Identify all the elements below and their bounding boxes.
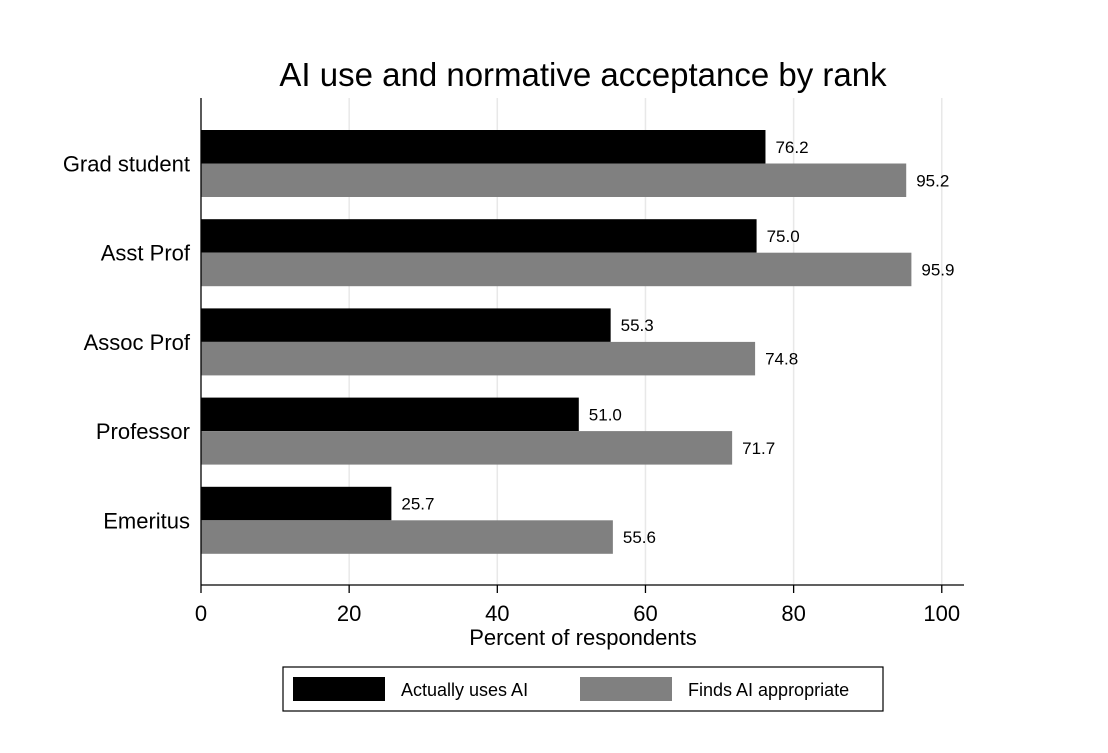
bar-professor-finds-ai-appropriate bbox=[201, 431, 733, 465]
data-label-emeritus-actually-uses-ai: 25.7 bbox=[401, 495, 434, 514]
data-label-emeritus-finds-ai-appropriate: 55.6 bbox=[623, 528, 656, 547]
y-tick-label-emeritus: Emeritus bbox=[103, 508, 190, 533]
x-tick-label-20: 20 bbox=[337, 601, 361, 626]
data-label-assoc-prof-finds-ai-appropriate: 74.8 bbox=[765, 350, 798, 369]
bar-asst-prof-finds-ai-appropriate bbox=[201, 252, 912, 287]
legend: Actually uses AI Finds AI appropriate bbox=[282, 666, 884, 712]
data-label-asst-prof-finds-ai-appropriate: 95.9 bbox=[921, 260, 954, 279]
bar-asst-prof-actually-uses-ai bbox=[201, 219, 757, 253]
x-tick-label-60: 60 bbox=[633, 601, 657, 626]
legend-swatch-actually-uses-ai bbox=[293, 677, 385, 701]
bar-grad-student-finds-ai-appropriate bbox=[201, 163, 907, 197]
bar-emeritus-actually-uses-ai bbox=[201, 486, 392, 521]
y-tick-label-professor: Professor bbox=[96, 419, 190, 444]
x-axis-label: Percent of respondents bbox=[469, 625, 696, 650]
data-label-professor-actually-uses-ai: 51.0 bbox=[589, 405, 622, 424]
x-tick-label-80: 80 bbox=[781, 601, 805, 626]
legend-label-actually-uses-ai: Actually uses AI bbox=[401, 680, 528, 700]
data-labels: 76.2 95.2 75.0 95.9 55.3 74.8 51.0 71.7 25.7 55.6 bbox=[401, 138, 954, 547]
y-tick-label-assoc-prof: Assoc Prof bbox=[84, 330, 191, 355]
bar-emeritus-finds-ai-appropriate bbox=[201, 520, 613, 554]
axes bbox=[200, 98, 964, 593]
legend-swatch-finds-ai-appropriate bbox=[580, 677, 672, 701]
x-tick-label-0: 0 bbox=[195, 601, 207, 626]
legend-label-finds-ai-appropriate: Finds AI appropriate bbox=[688, 680, 849, 700]
bar-assoc-prof-actually-uses-ai bbox=[201, 308, 611, 342]
bars bbox=[201, 130, 912, 554]
data-label-professor-finds-ai-appropriate: 71.7 bbox=[742, 439, 775, 458]
chart-title: AI use and normative acceptance by rank bbox=[279, 56, 887, 93]
bar-grad-student-actually-uses-ai bbox=[201, 130, 766, 164]
bar-assoc-prof-finds-ai-appropriate bbox=[201, 341, 756, 376]
y-tick-label-asst-prof: Asst Prof bbox=[101, 241, 191, 266]
y-tick-label-grad-student: Grad student bbox=[63, 152, 190, 177]
bar-professor-actually-uses-ai bbox=[201, 397, 579, 432]
x-tick-label-100: 100 bbox=[923, 601, 960, 626]
data-label-asst-prof-actually-uses-ai: 75.0 bbox=[767, 227, 800, 246]
data-label-assoc-prof-actually-uses-ai: 55.3 bbox=[621, 316, 654, 335]
data-label-grad-student-actually-uses-ai: 76.2 bbox=[775, 138, 808, 157]
tick-labels: Grad student Asst Prof Assoc Prof Professor… bbox=[63, 152, 960, 627]
x-tick-label-40: 40 bbox=[485, 601, 509, 626]
data-label-grad-student-finds-ai-appropriate: 95.2 bbox=[916, 171, 949, 190]
